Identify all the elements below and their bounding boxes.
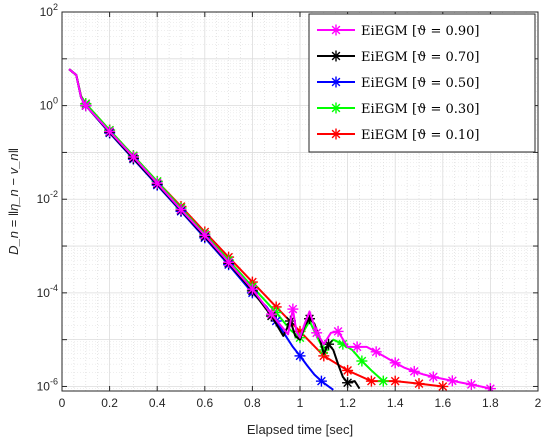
data-point-090 bbox=[199, 229, 211, 241]
series-lines bbox=[68, 68, 496, 391]
data-point-090 bbox=[223, 256, 235, 268]
x-tick-label: 1.4 bbox=[387, 396, 404, 410]
legend-marker-030 bbox=[330, 102, 342, 114]
legend-marker-090 bbox=[330, 24, 342, 36]
x-axis-title: Elapsed time [sec] bbox=[247, 422, 353, 437]
data-point-090 bbox=[332, 325, 344, 337]
data-point-090 bbox=[351, 341, 363, 353]
legend-label-070: EiEGM [ϑ = 0.70] bbox=[361, 50, 480, 65]
legend: EiEGM [ϑ = 0.90] EiEGM [ϑ = 0.70] EiEGM [ϑ… bbox=[308, 13, 536, 153]
y-tick-label: 100 bbox=[40, 96, 58, 113]
x-tick-label: 0.8 bbox=[244, 396, 261, 410]
y-tick-label: 102 bbox=[40, 2, 58, 19]
data-point-050 bbox=[294, 350, 306, 362]
data-point-090 bbox=[427, 371, 439, 383]
data-point-090 bbox=[408, 365, 420, 377]
series-line-030 bbox=[68, 68, 384, 382]
data-point-090 bbox=[389, 357, 401, 369]
data-point-090 bbox=[446, 375, 458, 387]
series-090 bbox=[68, 68, 496, 391]
legend-marker-070 bbox=[330, 50, 342, 62]
legend-label-030: EiEGM [ϑ = 0.30] bbox=[361, 102, 480, 117]
legend-marker-010 bbox=[330, 128, 342, 140]
data-point-090 bbox=[104, 125, 116, 137]
legend-label-090: EiEGM [ϑ = 0.90] bbox=[361, 24, 480, 39]
data-point-010 bbox=[342, 364, 354, 376]
data-point-090 bbox=[287, 303, 299, 315]
data-point-090 bbox=[80, 100, 92, 112]
data-point-090 bbox=[465, 379, 477, 391]
x-tick-label: 0.2 bbox=[101, 396, 118, 410]
legend-marker-050 bbox=[330, 76, 342, 88]
y-tick-label: 10-6 bbox=[37, 376, 58, 393]
legend-label-010: EiEGM [ϑ = 0.10] bbox=[361, 128, 480, 143]
y-tick-label: 10-4 bbox=[37, 283, 58, 300]
data-point-090 bbox=[370, 346, 382, 358]
data-point-030 bbox=[270, 307, 282, 319]
y-tick-label: 10-2 bbox=[37, 189, 58, 206]
data-point-010 bbox=[365, 375, 377, 387]
y-axis-title: D_n = ‖η_n − v_n‖ bbox=[6, 148, 21, 255]
axis-ticks: 0 0.2 0.4 0.6 0.8 1 1.2 1.4 1.6 1.8 2 10-6 10-4 10-2 1… bbox=[37, 2, 542, 410]
data-point-050 bbox=[315, 375, 327, 387]
data-point-090 bbox=[265, 308, 277, 320]
legend-label-050: EiEGM [ϑ = 0.50] bbox=[361, 76, 480, 91]
x-tick-label: 1.8 bbox=[482, 396, 499, 410]
data-point-010 bbox=[413, 378, 425, 390]
data-point-090 bbox=[311, 327, 323, 339]
data-point-010 bbox=[389, 375, 401, 387]
x-tick-label: 0.4 bbox=[149, 396, 166, 410]
data-point-090 bbox=[175, 204, 187, 216]
x-tick-label: 0 bbox=[59, 396, 66, 410]
data-point-070 bbox=[342, 377, 354, 389]
data-point-090 bbox=[127, 151, 139, 163]
x-tick-label: 1.2 bbox=[339, 396, 356, 410]
x-tick-label: 2 bbox=[535, 396, 542, 410]
data-point-090 bbox=[246, 283, 258, 295]
data-point-030 bbox=[356, 355, 368, 367]
data-point-030 bbox=[377, 375, 389, 387]
x-tick-label: 0.6 bbox=[196, 396, 213, 410]
data-point-090 bbox=[151, 177, 163, 189]
x-tick-label: 1.6 bbox=[434, 396, 451, 410]
x-tick-label: 1 bbox=[297, 396, 304, 410]
